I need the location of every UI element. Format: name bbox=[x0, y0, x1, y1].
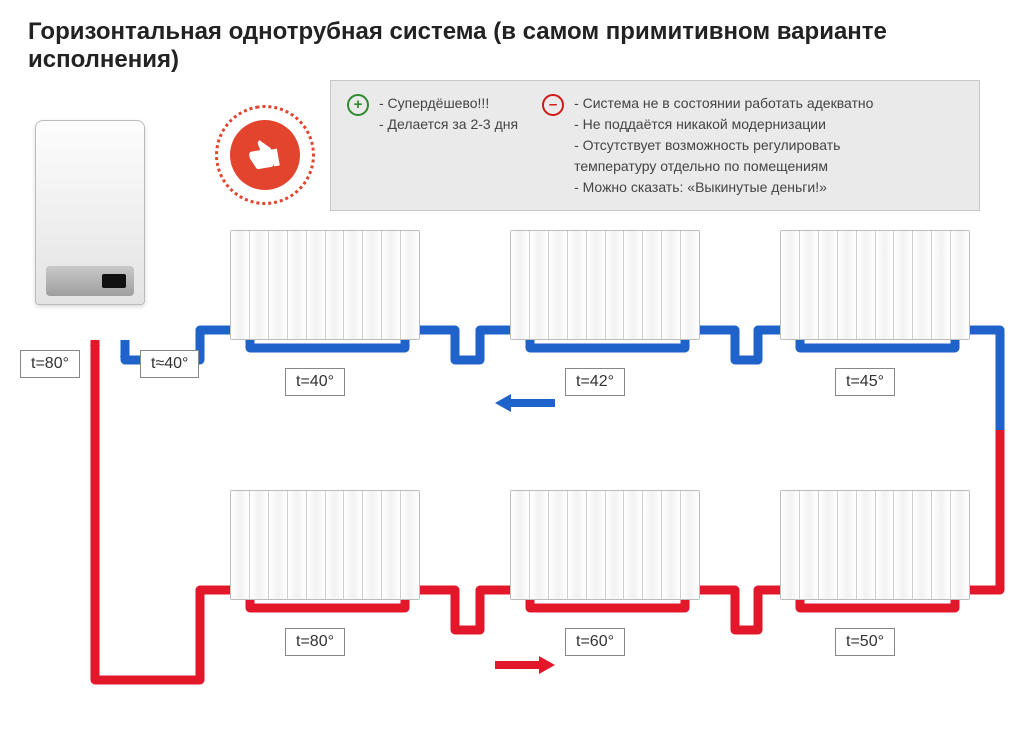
radiator bbox=[510, 490, 700, 600]
radiator-fins bbox=[230, 490, 420, 600]
radiator-fins bbox=[510, 490, 700, 600]
cons-line: - Отсутствует возможность регулировать bbox=[574, 135, 873, 156]
radiator-temp-label: t=80° bbox=[285, 628, 345, 656]
radiator bbox=[780, 490, 970, 600]
plus-icon: + bbox=[347, 94, 369, 116]
pros-lines: - Супердёшево!!!- Делается за 2-3 дня bbox=[379, 93, 518, 198]
boiler-out-temp: t=80° bbox=[20, 350, 80, 378]
cons-line: температуру отдельно по помещениям bbox=[574, 156, 873, 177]
radiator bbox=[780, 230, 970, 340]
cons-line: - Не поддаётся никакой модернизации bbox=[574, 114, 873, 135]
radiator bbox=[230, 230, 420, 340]
radiator-fins bbox=[230, 230, 420, 340]
boiler-body bbox=[35, 120, 145, 305]
cons-column: – - Система не в состоянии работать адек… bbox=[542, 93, 873, 198]
pros-line: - Делается за 2-3 дня bbox=[379, 114, 518, 135]
radiator-temp-label: t=40° bbox=[285, 368, 345, 396]
pros-line: - Супердёшево!!! bbox=[379, 93, 518, 114]
radiator-fins bbox=[780, 490, 970, 600]
page-title: Горизонтальная однотрубная система (в са… bbox=[28, 18, 1024, 74]
boiler-flow-up-arrow bbox=[120, 345, 130, 357]
radiator-temp-label: t=42° bbox=[565, 368, 625, 396]
radiator-fins bbox=[780, 230, 970, 340]
boiler-in-temp: t≈40° bbox=[140, 350, 199, 378]
not-recommended-stamp bbox=[207, 97, 323, 213]
boiler bbox=[35, 120, 145, 340]
cons-line: - Можно сказать: «Выкинутые деньги!» bbox=[574, 177, 873, 198]
supply-flow-arrow bbox=[495, 656, 555, 679]
cons-line: - Система не в состоянии работать адеква… bbox=[574, 93, 873, 114]
radiator-temp-label: t=45° bbox=[835, 368, 895, 396]
cons-lines: - Система не в состоянии работать адеква… bbox=[574, 93, 873, 198]
return-flow-arrow bbox=[495, 394, 555, 417]
boiler-flow-down-arrow bbox=[90, 345, 100, 357]
pros-cons-panel: + - Супердёшево!!!- Делается за 2-3 дня … bbox=[330, 80, 980, 211]
thumbs-down-icon bbox=[224, 114, 305, 195]
radiator bbox=[230, 490, 420, 600]
boiler-control-panel bbox=[46, 266, 134, 296]
radiator-temp-label: t=50° bbox=[835, 628, 895, 656]
minus-icon: – bbox=[542, 94, 564, 116]
pros-column: + - Супердёшево!!!- Делается за 2-3 дня bbox=[347, 93, 518, 198]
radiator-temp-label: t=60° bbox=[565, 628, 625, 656]
radiator-fins bbox=[510, 230, 700, 340]
radiator bbox=[510, 230, 700, 340]
